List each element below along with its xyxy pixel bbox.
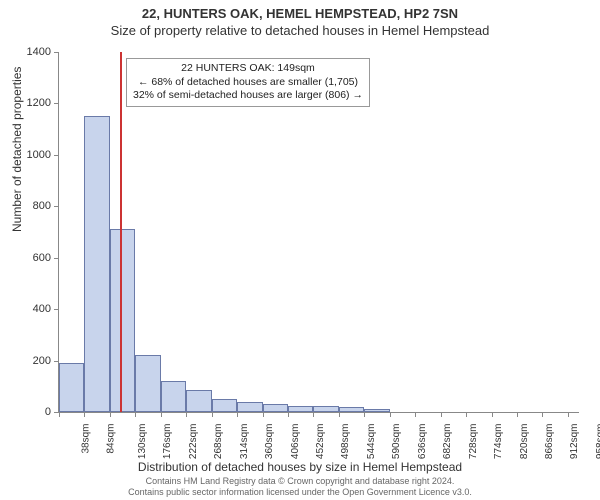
histogram-bar [237, 402, 262, 412]
xtick-label: 314sqm [239, 424, 250, 460]
histogram-bar [59, 363, 84, 412]
xtick-mark [110, 412, 111, 417]
xtick-label: 958sqm [595, 424, 600, 460]
xtick-mark [441, 412, 442, 417]
xtick-label: 360sqm [264, 424, 275, 460]
xtick-mark [542, 412, 543, 417]
histogram-bar [161, 381, 186, 412]
histogram-bar [364, 409, 389, 412]
xtick-label: 728sqm [468, 424, 479, 460]
title-address: 22, HUNTERS OAK, HEMEL HEMPSTEAD, HP2 7S… [0, 0, 600, 21]
xtick-label: 130sqm [137, 424, 148, 460]
xtick-mark [492, 412, 493, 417]
ytick-label: 1400 [11, 46, 51, 58]
ytick-label: 400 [11, 303, 51, 315]
histogram-bar [186, 390, 211, 412]
annotation-line2: ← 68% of detached houses are smaller (1,… [133, 76, 363, 90]
histogram-bar [339, 407, 364, 412]
xtick-mark [237, 412, 238, 417]
xtick-label: 774sqm [493, 424, 504, 460]
histogram-bar [110, 229, 135, 412]
x-axis-label: Distribution of detached houses by size … [0, 460, 600, 474]
xtick-label: 84sqm [106, 424, 117, 454]
annotation-box: 22 HUNTERS OAK: 149sqm ← 68% of detached… [126, 58, 370, 107]
xtick-mark [263, 412, 264, 417]
xtick-mark [161, 412, 162, 417]
xtick-mark [568, 412, 569, 417]
xtick-label: 912sqm [570, 424, 581, 460]
xtick-label: 590sqm [391, 424, 402, 460]
property-marker-line [120, 52, 122, 412]
chart-container: 22, HUNTERS OAK, HEMEL HEMPSTEAD, HP2 7S… [0, 0, 600, 500]
annotation-line1: 22 HUNTERS OAK: 149sqm [133, 62, 363, 76]
xtick-mark [212, 412, 213, 417]
ytick-mark [54, 155, 59, 156]
xtick-label: 636sqm [417, 424, 428, 460]
ytick-label: 800 [11, 200, 51, 212]
annotation-line3: 32% of semi-detached houses are larger (… [133, 89, 363, 103]
xtick-label: 222sqm [188, 424, 199, 460]
xtick-mark [288, 412, 289, 417]
histogram-bar [135, 355, 160, 412]
footer-line2: Contains public sector information licen… [0, 487, 600, 498]
title-subtitle: Size of property relative to detached ho… [0, 21, 600, 38]
xtick-mark [466, 412, 467, 417]
ytick-label: 600 [11, 252, 51, 264]
xtick-mark [313, 412, 314, 417]
ytick-mark [54, 52, 59, 53]
ytick-label: 0 [11, 406, 51, 418]
ytick-label: 1000 [11, 149, 51, 161]
ytick-mark [54, 206, 59, 207]
xtick-label: 176sqm [162, 424, 173, 460]
histogram-bar [263, 404, 288, 412]
ytick-label: 200 [11, 355, 51, 367]
ytick-mark [54, 309, 59, 310]
histogram-bar [84, 116, 109, 412]
xtick-label: 38sqm [81, 424, 92, 454]
footer-line1: Contains HM Land Registry data © Crown c… [0, 476, 600, 487]
xtick-label: 452sqm [315, 424, 326, 460]
xtick-label: 866sqm [544, 424, 555, 460]
xtick-mark [186, 412, 187, 417]
ytick-mark [54, 103, 59, 104]
ytick-mark [54, 258, 59, 259]
xtick-mark [364, 412, 365, 417]
xtick-mark [135, 412, 136, 417]
histogram-bar [313, 406, 338, 412]
footer: Contains HM Land Registry data © Crown c… [0, 476, 600, 498]
xtick-mark [84, 412, 85, 417]
xtick-label: 406sqm [290, 424, 301, 460]
ytick-mark [54, 361, 59, 362]
ytick-label: 1200 [11, 97, 51, 109]
xtick-mark [390, 412, 391, 417]
histogram-bar [212, 399, 237, 412]
xtick-label: 544sqm [366, 424, 377, 460]
xtick-mark [59, 412, 60, 417]
xtick-mark [339, 412, 340, 417]
xtick-mark [415, 412, 416, 417]
histogram-bar [288, 406, 313, 412]
xtick-label: 498sqm [341, 424, 352, 460]
xtick-mark [517, 412, 518, 417]
xtick-label: 682sqm [442, 424, 453, 460]
xtick-label: 268sqm [213, 424, 224, 460]
xtick-label: 820sqm [519, 424, 530, 460]
chart-area: 020040060080010001200140038sqm84sqm130sq… [58, 52, 578, 412]
